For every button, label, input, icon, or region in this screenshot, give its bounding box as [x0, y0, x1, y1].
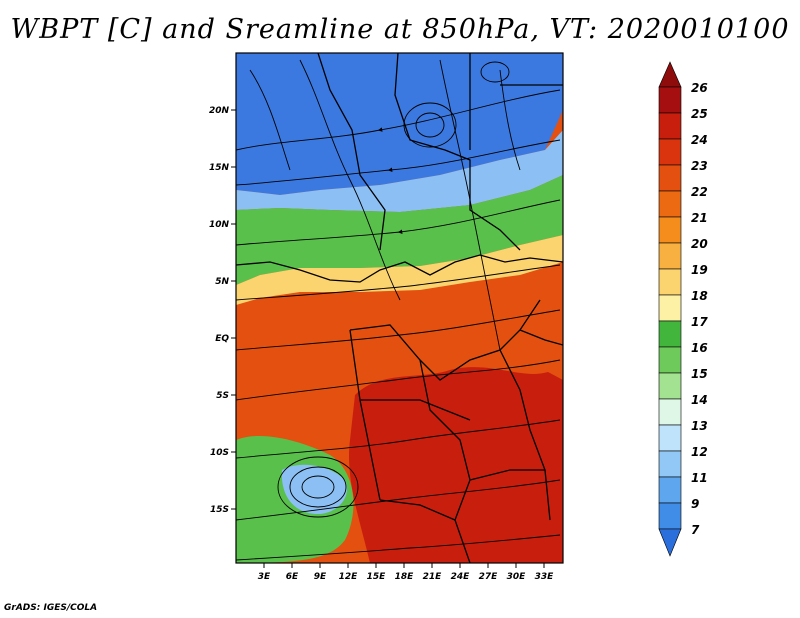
colorbar-segment-26 — [658, 86, 682, 114]
colorbar-segment-20 — [658, 242, 682, 270]
colorbar-label-21: 21 — [691, 211, 708, 225]
colorbar-label-7: 7 — [691, 523, 700, 537]
lon-tick-labels: 3E 6E 9E 12E 15E 18E 21E 24E 27E 30E 33E — [258, 572, 554, 582]
lon-tick-30e: 30E — [507, 572, 527, 582]
colorbar-label-17: 17 — [691, 315, 708, 329]
colorbar-label-26: 26 — [691, 81, 708, 95]
colorbar-segment-25 — [658, 112, 682, 140]
lon-tick-marks — [263, 563, 545, 568]
colorbar-label-16: 16 — [691, 341, 708, 355]
colorbar-segment-9 — [658, 502, 682, 530]
colorbar-segment-16 — [658, 346, 682, 374]
lon-tick-9e: 9E — [314, 572, 327, 582]
colorbar-segment-19 — [658, 268, 682, 296]
colorbar-segment-17 — [658, 320, 682, 348]
colorbar-segment-14 — [658, 398, 682, 426]
lon-tick-18e: 18E — [395, 572, 415, 582]
colorbar-segment-21 — [658, 216, 682, 244]
colorbar-top-arrow — [658, 61, 682, 88]
colorbar-label-23: 23 — [691, 159, 708, 173]
field-yellow-band — [236, 235, 563, 305]
colorbar-bottom-arrow — [658, 528, 682, 557]
grads-credit: GrADS: IGES/COLA — [4, 603, 98, 613]
colorbar-label-19: 19 — [691, 263, 708, 277]
map-frame — [235, 52, 564, 564]
colorbar-label-20: 20 — [691, 237, 708, 251]
lat-tick-5n: 5N — [215, 277, 229, 287]
lon-tick-21e: 21E — [423, 572, 443, 582]
field-lightblue-southwest — [281, 464, 348, 515]
lon-tick-12e: 12E — [339, 572, 359, 582]
lat-tick-10s: 10S — [210, 448, 229, 458]
colorbar-label-11: 11 — [691, 471, 708, 485]
lat-tick-20n: 20N — [209, 106, 230, 116]
colorbar-label-25: 25 — [691, 107, 708, 121]
colorbar-segment-12 — [658, 450, 682, 478]
lat-tick-5s: 5S — [216, 391, 229, 401]
colorbar-segment-15 — [658, 372, 682, 400]
colorbar-label-22: 22 — [691, 185, 708, 199]
lon-tick-6e: 6E — [286, 572, 299, 582]
colorbar-segment-24 — [658, 138, 682, 166]
colorbar-label-12: 12 — [691, 445, 708, 459]
streamlines — [236, 59, 561, 561]
lat-tick-labels: 20N 15N 10N 5N EQ 5S 10S 15S — [209, 106, 230, 515]
colorbar-label-18: 18 — [691, 289, 708, 303]
colorbar-label-24: 24 — [691, 133, 708, 147]
colorbar-label-14: 14 — [691, 393, 708, 407]
lat-tick-15n: 15N — [209, 163, 230, 173]
colorbar: 26 25 24 23 22 21 20 19 18 17 16 15 14 1… — [658, 61, 708, 557]
field-red-core — [349, 367, 563, 563]
colorbar-segment-22 — [658, 190, 682, 218]
colorbar-segment-11 — [658, 476, 682, 504]
chart-title: WBPT [C] and Sreamline at 850hPa, VT: 20… — [10, 14, 790, 45]
lon-tick-33e: 33E — [535, 572, 555, 582]
colorbar-segment-23 — [658, 164, 682, 192]
colorbar-label-9: 9 — [691, 497, 699, 511]
field-blue-north — [236, 53, 563, 195]
colorbar-segment-13 — [658, 424, 682, 452]
colorbar-label-15: 15 — [691, 367, 708, 381]
lon-tick-27e: 27E — [479, 572, 499, 582]
lon-tick-24e: 24E — [451, 572, 471, 582]
colorbar-label-13: 13 — [691, 419, 708, 433]
lon-tick-3e: 3E — [258, 572, 271, 582]
lat-tick-10n: 10N — [209, 220, 230, 230]
lat-tick-15s: 15S — [210, 505, 229, 515]
field-blue-light — [236, 130, 563, 212]
lat-tick-eq: EQ — [215, 334, 229, 344]
country-borders — [236, 53, 563, 563]
lat-tick-marks — [231, 109, 236, 510]
colorbar-segment-18 — [658, 294, 682, 322]
lon-tick-15e: 15E — [367, 572, 387, 582]
